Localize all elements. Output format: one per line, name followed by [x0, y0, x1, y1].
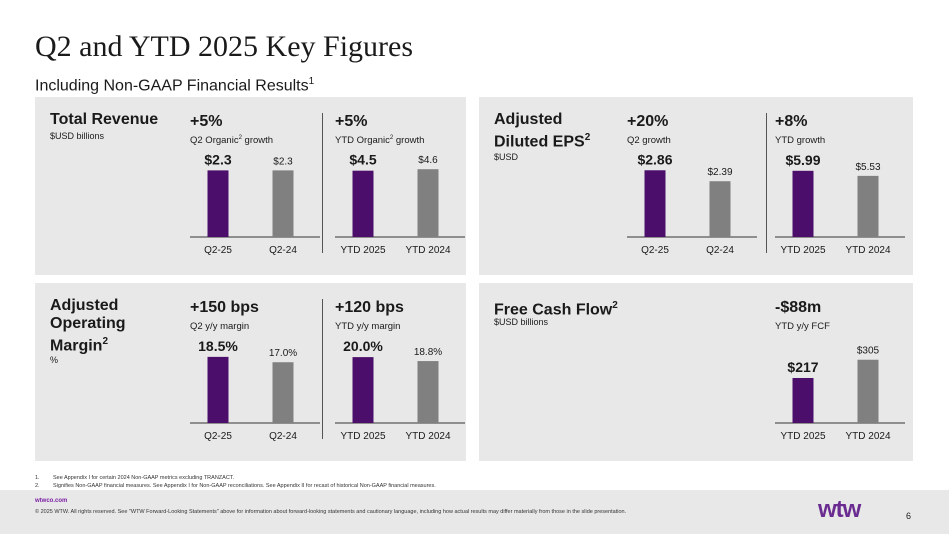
tick-label: Q2-24: [269, 245, 297, 256]
data-label: $5.53: [855, 162, 880, 173]
chart-svg: 20.0% YTD 2025 18.8% YTD 2024: [335, 338, 465, 442]
bar: [644, 170, 666, 237]
divider: [766, 113, 767, 253]
opm-q2-chart: +150 bps Q2 y/y margin 18.5% Q2-25 17.0% Q2-2…: [190, 299, 325, 461]
page-subtitle: Including Non-GAAP Financial Results1: [35, 76, 315, 95]
chart-svg: $5.99 YTD 2025 $5.53 YTD 2024: [775, 152, 905, 256]
tick-label: YTD 2024: [845, 431, 890, 442]
data-label: $5.99: [785, 152, 820, 168]
bar: [792, 170, 814, 237]
data-label: 18.8%: [414, 347, 442, 358]
data-label: $2.39: [707, 167, 732, 178]
panel-title: Adjusted Operating Margin2: [50, 297, 126, 355]
panel-title: Free Cash Flow2: [494, 300, 618, 319]
tick-label: YTD 2024: [405, 245, 450, 256]
bar: [709, 181, 731, 237]
chart-svg: $217 YTD 2025 $305 YTD 2024: [775, 346, 905, 442]
wtw-logo: wtw: [818, 496, 861, 523]
footer-url[interactable]: wtwco.com: [35, 498, 68, 504]
data-label: $2.3: [204, 151, 231, 167]
bar: [207, 356, 229, 423]
chart-metric-label: Q2 Organic2 growth: [190, 135, 274, 147]
total-revenue-panel: Total Revenue $USD billions +5% Q2 Organi…: [35, 97, 466, 275]
data-label: 20.0%: [343, 338, 383, 354]
tick-label: YTD 2025: [780, 245, 825, 256]
chart-metric: -$88m: [775, 299, 822, 316]
footer-copyright: © 2025 WTW. All rights reserved. See "WT…: [35, 509, 627, 515]
chart-metric: +5%: [190, 113, 223, 130]
footnote-2: 2. Signifies Non-GAAP financial measures.…: [35, 483, 436, 489]
data-label: $4.6: [418, 155, 438, 166]
chart-metric: +20%: [627, 113, 669, 130]
chart-metric: +150 bps: [190, 299, 259, 316]
bar: [272, 170, 294, 237]
bar: [272, 362, 294, 423]
chart-svg: $4.5 YTD 2025 $4.6 YTD 2024: [335, 152, 465, 256]
bar: [207, 170, 229, 237]
footer: wtwco.com © 2025 WTW. All rights reserve…: [0, 490, 949, 534]
data-label: 18.5%: [198, 338, 238, 354]
data-label: $217: [787, 359, 818, 375]
tick-label: YTD 2025: [340, 431, 385, 442]
eps-q2-chart: +20% Q2 growth $2.86 Q2-25 $2.39 Q2-24: [627, 113, 762, 275]
tick-label: Q2-25: [641, 245, 669, 256]
page-title: Q2 and YTD 2025 Key Figures: [35, 30, 414, 63]
panel-title: Adjusted Diluted EPS2: [494, 111, 591, 151]
chart-metric-label: YTD y/y FCF: [775, 321, 830, 332]
page-number: 6: [906, 511, 912, 521]
tick-label: Q2-25: [204, 245, 232, 256]
bar: [417, 169, 439, 237]
data-label: $2.86: [637, 151, 672, 167]
bar: [857, 359, 879, 423]
revenue-ytd-chart: +5% YTD Organic2 growth $4.5 YTD 2025 $4.6 YT…: [335, 113, 466, 275]
revenue-q2-chart: +5% Q2 Organic2 growth $2.3 Q2-25 $2.3 Q2-24: [190, 113, 325, 275]
tick-label: Q2-24: [269, 431, 297, 442]
chart-metric-label: YTD Organic2 growth: [335, 135, 425, 147]
adjusted-eps-panel: Adjusted Diluted EPS2 $USD +20% Q2 growth…: [479, 97, 913, 275]
tick-label: YTD 2024: [405, 431, 450, 442]
opm-ytd-chart: +120 bps YTD y/y margin 20.0% YTD 2025 18.8%…: [335, 299, 466, 461]
divider: [322, 299, 323, 439]
bar: [792, 377, 814, 423]
chart-metric-label: Q2 growth: [627, 135, 671, 146]
bar: [352, 170, 374, 237]
chart-metric-label: YTD y/y margin: [335, 321, 401, 332]
panel-unit: %: [50, 355, 59, 365]
adjusted-operating-margin-panel: Adjusted Operating Margin2 % +150 bps Q2 …: [35, 283, 466, 461]
chart-svg: $2.3 Q2-25 $2.3 Q2-24: [190, 151, 320, 256]
tick-label: YTD 2024: [845, 245, 890, 256]
bar: [857, 175, 879, 237]
chart-metric-label: YTD growth: [775, 135, 826, 146]
tick-label: YTD 2025: [780, 431, 825, 442]
tick-label: YTD 2025: [340, 245, 385, 256]
bar: [417, 361, 439, 423]
data-label: $2.3: [273, 156, 293, 167]
free-cash-flow-panel: Free Cash Flow2 $USD billions -$88m YTD y…: [479, 283, 913, 461]
eps-ytd-chart: +8% YTD growth $5.99 YTD 2025 $5.53 YTD 2024: [775, 113, 910, 275]
data-label: $4.5: [349, 152, 376, 168]
footnote-1: 1. See Appendix I for certain 2024 Non-GA…: [35, 475, 235, 481]
chart-metric: +5%: [335, 113, 368, 130]
footnotes: 1. See Appendix I for certain 2024 Non-GA…: [35, 474, 436, 490]
data-label: 17.0%: [269, 348, 297, 359]
tick-label: Q2-25: [204, 431, 232, 442]
divider: [322, 113, 323, 253]
chart-svg: 18.5% Q2-25 17.0% Q2-24: [190, 338, 320, 442]
chart-metric: +120 bps: [335, 299, 404, 316]
panel-title: Total Revenue: [50, 111, 159, 128]
chart-svg: $2.86 Q2-25 $2.39 Q2-24: [627, 151, 757, 256]
chart-metric: +8%: [775, 113, 808, 130]
chart-metric-label: Q2 y/y margin: [190, 321, 250, 332]
tick-label: Q2-24: [706, 245, 734, 256]
panel-unit: $USD billions: [494, 317, 549, 327]
bar: [352, 357, 374, 423]
panel-unit: $USD: [494, 152, 519, 162]
fcf-ytd-chart: -$88m YTD y/y FCF $217 YTD 2025 $305 YTD 2024: [775, 299, 910, 461]
panel-unit: $USD billions: [50, 131, 105, 141]
data-label: $305: [857, 346, 880, 357]
